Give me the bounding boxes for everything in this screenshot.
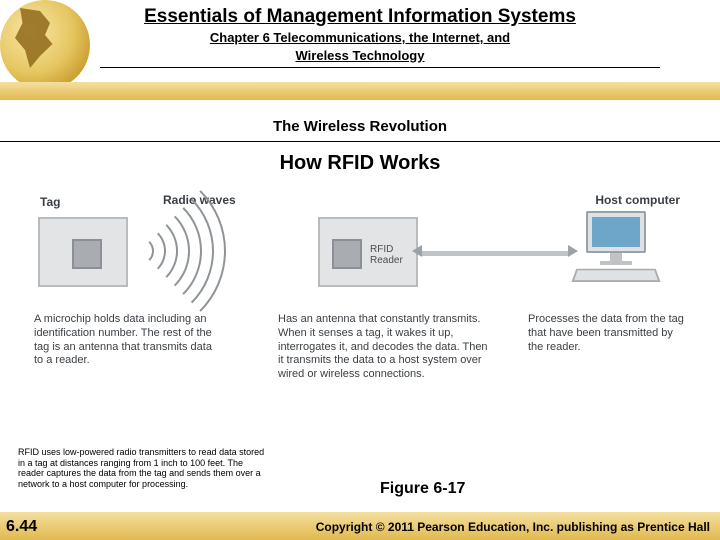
caption-tag: A microchip holds data including an iden… (34, 313, 214, 368)
monitor-icon (586, 211, 646, 253)
footer-stripe: 6.44 Copyright © 2011 Pearson Education,… (0, 512, 720, 540)
header-stripe (0, 82, 720, 100)
rfid-diagram: Tag Radio waves RFID Reader Host compute… (28, 193, 692, 423)
chapter-line1: Chapter 6 Telecommunications, the Intern… (0, 30, 720, 46)
tag-label: Tag (40, 195, 60, 209)
reader-box: RFID Reader (318, 217, 418, 287)
host-label: Host computer (595, 193, 680, 207)
reader-label2: Reader (370, 255, 403, 266)
reader-text: RFID Reader (370, 244, 403, 266)
reader-label1: RFID (370, 244, 393, 255)
divider-top (100, 67, 660, 68)
main-title: Essentials of Management Information Sys… (0, 6, 720, 28)
copyright-text: Copyright © 2011 Pearson Education, Inc.… (316, 520, 710, 534)
section-subheader: The Wireless Revolution (0, 118, 720, 135)
monitor-base (600, 261, 632, 265)
host-computer-icon (562, 211, 672, 289)
globe-icon (0, 0, 90, 90)
chapter-line2: Wireless Technology (0, 48, 720, 64)
divider-full (0, 141, 720, 142)
title-block: Essentials of Management Information Sys… (0, 0, 720, 63)
slide-header: Essentials of Management Information Sys… (0, 0, 720, 110)
caption-reader: Has an antenna that constantly transmits… (278, 313, 488, 382)
figure-label: Figure 6-17 (380, 480, 465, 498)
slide-number: 6.44 (6, 518, 37, 536)
arrow-left-icon (412, 245, 422, 257)
connector-line (420, 251, 570, 256)
footnote-text: RFID uses low-powered radio transmitters… (18, 447, 268, 490)
keyboard-icon (571, 269, 660, 282)
reader-chip-icon (332, 239, 362, 269)
radio-waves-icon (136, 201, 296, 301)
caption-host: Processes the data from the tag that hav… (528, 313, 688, 354)
monitor-stand (610, 253, 622, 261)
